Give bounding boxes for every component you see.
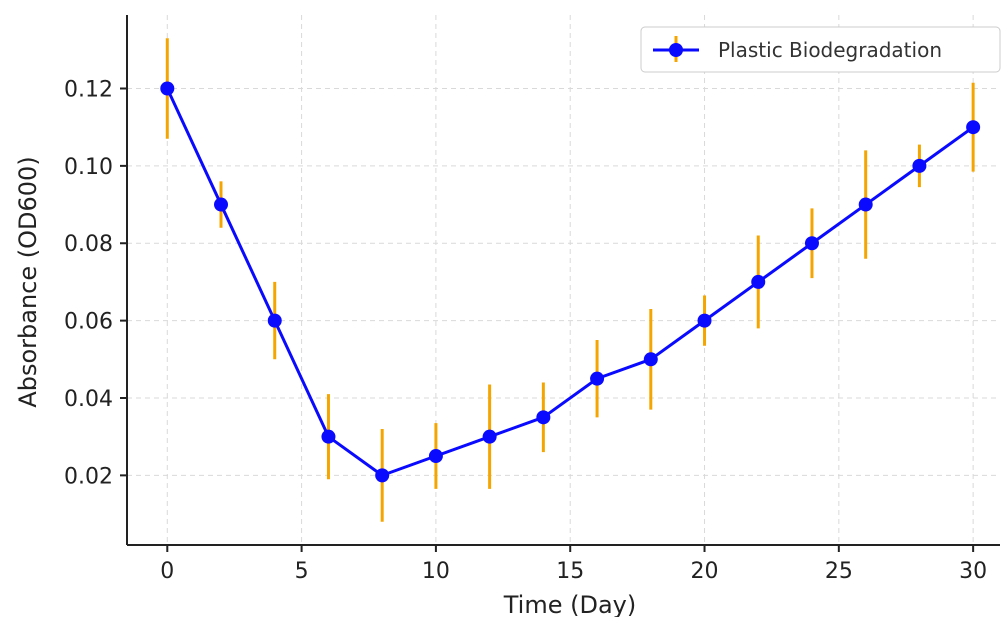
- data-points: [160, 81, 981, 483]
- data-point: [697, 313, 712, 328]
- y-tick-label: 0.08: [64, 232, 113, 257]
- data-point: [375, 468, 390, 483]
- legend-box: [640, 26, 1001, 73]
- data-point: [590, 371, 605, 386]
- grid: [127, 15, 1000, 545]
- data-point: [482, 429, 497, 444]
- legend: Plastic Biodegradation: [640, 26, 1001, 73]
- data-point: [751, 274, 766, 289]
- axes: [126, 15, 1000, 546]
- x-ticks: 0 5 10 15 20 25 30: [160, 545, 987, 584]
- y-tick-label: 0.04: [64, 387, 113, 412]
- x-tick-label: 15: [556, 559, 584, 584]
- x-tick-label: 10: [422, 559, 450, 584]
- x-tick-label: 5: [295, 559, 309, 584]
- data-point: [428, 449, 443, 464]
- data-point: [804, 236, 819, 251]
- x-tick-label: 25: [825, 559, 853, 584]
- legend-label: Plastic Biodegradation: [718, 38, 942, 62]
- data-point: [267, 313, 282, 328]
- legend-point-marker: [669, 43, 683, 57]
- y-tick-label: 0.12: [64, 78, 113, 103]
- x-axis-title: Time (Day): [503, 591, 636, 617]
- data-point: [160, 81, 175, 96]
- y-tick-label: 0.10: [64, 155, 113, 180]
- y-axis-title: Absorbance (OD600): [14, 156, 42, 407]
- series: [165, 87, 975, 477]
- data-point: [858, 197, 873, 212]
- y-tick-label: 0.06: [64, 310, 113, 335]
- y-tick-label: 0.02: [64, 464, 113, 489]
- x-tick-label: 20: [691, 559, 719, 584]
- x-tick-label: 30: [959, 559, 987, 584]
- data-point: [912, 158, 927, 173]
- y-ticks: 0.02 0.04 0.06 0.08 0.10 0.12: [64, 78, 127, 489]
- series-line: [165, 87, 975, 477]
- data-point: [214, 197, 229, 212]
- data-point: [966, 120, 981, 135]
- data-point: [536, 410, 551, 425]
- data-point: [643, 352, 658, 367]
- data-point: [321, 429, 336, 444]
- x-tick-label: 0: [160, 559, 174, 584]
